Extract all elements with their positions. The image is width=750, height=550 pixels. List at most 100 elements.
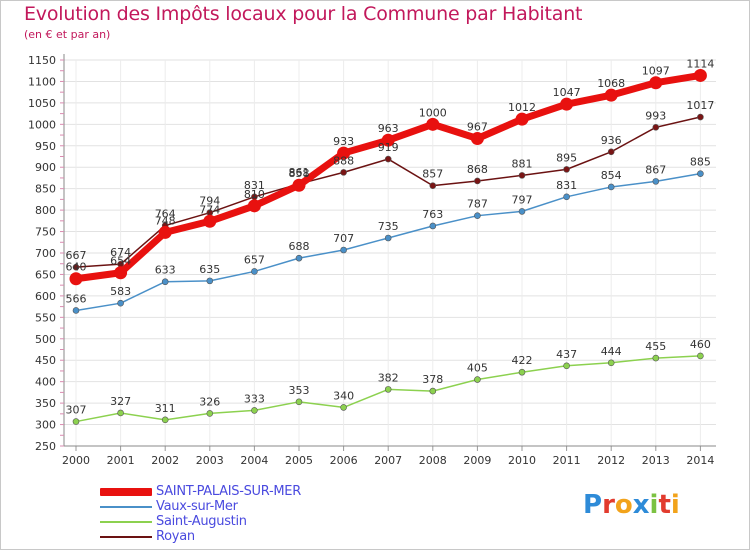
data-label-vaux-sur-mer: 885 — [690, 156, 711, 169]
data-point-vaux-sur-mer — [652, 178, 660, 185]
y-tick-label: 1100 — [28, 75, 56, 88]
x-tick-label: 2005 — [285, 454, 313, 467]
data-point-saint-palais-sur-mer — [515, 112, 529, 126]
logo-letter: x — [632, 490, 650, 520]
data-point-saint-palais-sur-mer — [693, 68, 707, 82]
legend-item: Vaux-sur-Mer — [100, 499, 400, 514]
data-point-saint-augustin — [474, 376, 481, 383]
y-tick-label: 650 — [35, 268, 56, 281]
data-label-royan: 888 — [333, 154, 354, 167]
data-point-vaux-sur-mer — [206, 277, 214, 285]
y-tick-label: 900 — [35, 161, 56, 174]
data-labels: 667 674 764 794 831 861 888 919 857 868 881 895 936 9… — [66, 57, 715, 416]
data-point-saint-palais-sur-mer — [381, 133, 395, 147]
data-label-vaux-sur-mer: 867 — [645, 163, 666, 176]
data-label-vaux-sur-mer: 633 — [155, 264, 176, 277]
data-label-saint-augustin: 437 — [556, 348, 577, 361]
proxiti-logo: Proxiti — [583, 490, 680, 520]
data-label-saint-augustin: 353 — [289, 384, 310, 397]
data-label-vaux-sur-mer: 583 — [110, 285, 131, 298]
data-label-saint-augustin: 311 — [155, 402, 176, 415]
logo-letter: t — [658, 490, 671, 520]
data-point-vaux-sur-mer — [117, 299, 124, 307]
legend: SAINT-PALAIS-SUR-MER Vaux-sur-Mer Saint-… — [100, 484, 400, 544]
data-label-saint-palais-sur-mer: 1047 — [553, 86, 581, 99]
data-label-saint-palais-sur-mer: 640 — [66, 261, 87, 274]
data-label-saint-palais-sur-mer: 810 — [244, 188, 265, 201]
data-point-saint-palais-sur-mer — [649, 76, 663, 90]
data-label-saint-palais-sur-mer: 654 — [110, 255, 131, 268]
y-tick-label: 850 — [35, 183, 56, 196]
data-point-royan — [474, 177, 481, 185]
x-tick-label: 2013 — [642, 454, 670, 467]
data-label-vaux-sur-mer: 688 — [289, 240, 310, 253]
data-label-saint-augustin: 327 — [110, 395, 131, 408]
data-label-saint-palais-sur-mer: 1097 — [642, 65, 670, 78]
data-label-royan: 993 — [645, 109, 666, 122]
data-point-royan — [384, 155, 392, 163]
data-label-saint-palais-sur-mer: 748 — [155, 214, 176, 227]
data-point-vaux-sur-mer — [474, 212, 481, 219]
y-tick-label: 300 — [35, 419, 56, 432]
data-point-vaux-sur-mer — [72, 307, 80, 314]
x-tick-label: 2011 — [553, 454, 581, 467]
data-point-vaux-sur-mer — [384, 234, 392, 242]
legend-item: SAINT-PALAIS-SUR-MER — [100, 484, 400, 499]
data-point-saint-augustin — [340, 404, 347, 411]
data-label-royan: 831 — [244, 179, 265, 192]
x-tick-label: 2003 — [196, 454, 224, 467]
data-label-saint-augustin: 326 — [199, 395, 220, 408]
data-point-royan — [72, 263, 80, 271]
data-label-saint-augustin: 455 — [645, 340, 666, 353]
data-label-saint-palais-sur-mer: 1012 — [508, 101, 536, 114]
legend-swatch-saint-palais — [100, 488, 152, 496]
data-point-saint-palais-sur-mer — [470, 131, 484, 145]
data-label-royan: 764 — [155, 208, 176, 221]
logo-letter: i — [670, 490, 680, 520]
data-point-saint-augustin — [384, 386, 392, 393]
grid-lines — [64, 59, 716, 447]
y-tick-label: 950 — [35, 140, 56, 153]
legend-item: Saint-Augustin — [100, 514, 400, 529]
data-point-vaux-sur-mer — [251, 268, 258, 275]
data-label-vaux-sur-mer: 707 — [333, 232, 354, 245]
data-label-saint-palais-sur-mer: 858 — [289, 167, 310, 180]
legend-label-vaux: Vaux-sur-Mer — [156, 499, 238, 514]
data-point-saint-augustin — [161, 416, 169, 424]
data-label-saint-augustin: 422 — [512, 354, 533, 367]
data-label-royan: 895 — [556, 151, 577, 164]
data-point-saint-palais-sur-mer — [158, 225, 172, 239]
x-tick-label: 2014 — [686, 454, 714, 467]
data-point-vaux-sur-mer — [607, 183, 615, 191]
data-point-saint-augustin — [251, 407, 258, 414]
data-label-saint-palais-sur-mer: 1114 — [686, 57, 714, 70]
data-point-vaux-sur-mer — [295, 254, 303, 262]
data-label-saint-augustin: 382 — [378, 371, 399, 384]
data-label-vaux-sur-mer: 787 — [467, 198, 488, 211]
data-label-vaux-sur-mer: 735 — [378, 220, 399, 233]
logo-letter: i — [649, 490, 659, 520]
y-tick-label: 1000 — [28, 118, 56, 131]
data-point-vaux-sur-mer — [697, 170, 704, 177]
logo-letter: o — [614, 490, 633, 520]
data-point-royan — [340, 169, 347, 176]
legend-label-saint-palais: SAINT-PALAIS-SUR-MER — [156, 484, 301, 499]
data-point-saint-palais-sur-mer — [292, 178, 306, 192]
data-label-vaux-sur-mer: 831 — [556, 179, 577, 192]
data-label-saint-augustin: 333 — [244, 392, 265, 405]
data-label-saint-augustin: 378 — [422, 373, 443, 386]
data-point-saint-augustin — [429, 387, 437, 395]
data-point-saint-palais-sur-mer — [426, 117, 440, 131]
data-point-royan — [518, 172, 526, 179]
data-point-vaux-sur-mer — [563, 193, 570, 201]
data-label-saint-augustin: 460 — [690, 338, 711, 351]
data-point-vaux-sur-mer — [518, 208, 526, 215]
data-label-royan: 1017 — [686, 99, 714, 112]
data-label-royan: 794 — [199, 195, 220, 208]
data-point-vaux-sur-mer — [161, 278, 169, 286]
data-label-saint-palais-sur-mer: 1000 — [419, 106, 447, 119]
data-label-royan: 936 — [601, 134, 622, 147]
data-point-saint-augustin — [607, 359, 615, 367]
data-point-saint-augustin — [563, 362, 570, 370]
